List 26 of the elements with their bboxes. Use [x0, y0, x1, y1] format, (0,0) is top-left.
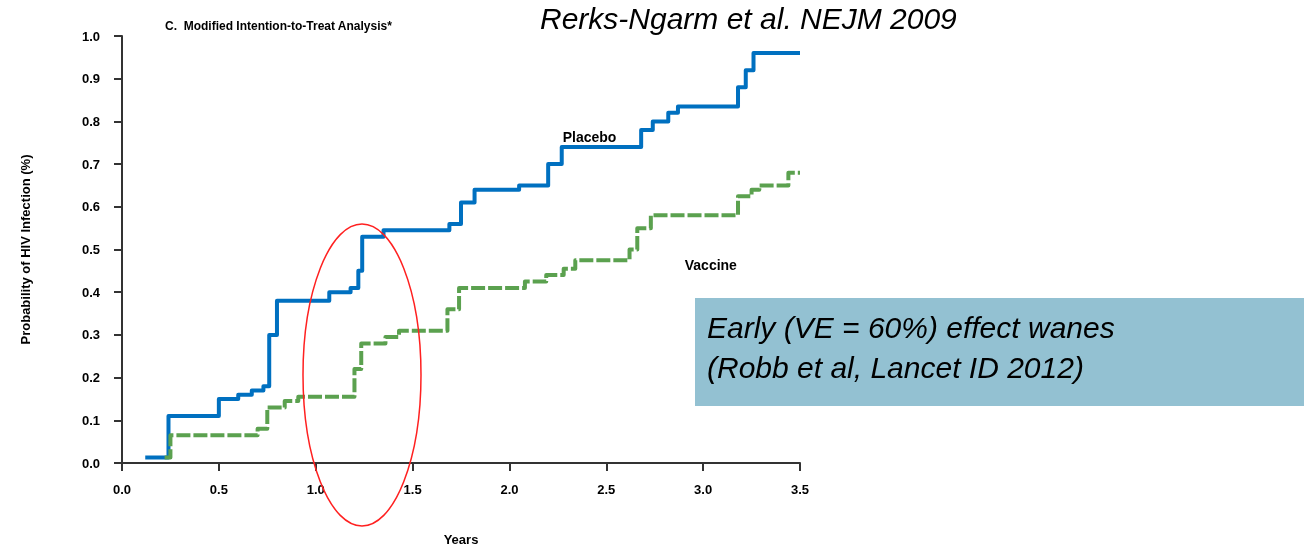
- x-tick-label: 1.0: [306, 482, 325, 497]
- y-tick-label: 0.6: [81, 199, 100, 215]
- series-label: Placebo: [562, 128, 617, 145]
- y-tick-label: 0.1: [81, 412, 100, 428]
- annotation: Early (VE = 60%) effect wanes (Robb et al, Lancet ID 2012): [706, 310, 1115, 386]
- y-tick-label: 0.4: [81, 284, 101, 300]
- y-tick-label: 0.0: [81, 455, 100, 471]
- y-tick-label: 0.3: [81, 327, 100, 343]
- x-tick-label: 3.5: [790, 482, 810, 497]
- text: Vaccine: [684, 257, 738, 274]
- x-tick-label: 0.5: [209, 482, 228, 497]
- y-tick-label: 0.2: [81, 370, 100, 386]
- x-tick-label: 3.0: [694, 482, 713, 497]
- x-tick-label: 2.0: [500, 482, 519, 497]
- y-tick-label: 0.5: [81, 242, 100, 257]
- text: Rerks-Ngarm et al. NEJM 2009: [540, 2, 957, 36]
- y-tick-label: 0.9: [81, 71, 100, 87]
- y-tick-label: 0.7: [81, 156, 100, 172]
- chart-title: C. Modified Intention-to-Treat Analysis*: [165, 19, 393, 33]
- x-tick-label: 1.5: [403, 482, 422, 497]
- x-tick-label: 0.0: [112, 482, 132, 497]
- x-tick-label: 2.5: [597, 482, 616, 497]
- y-axis-title: Probability of HIV Infection (%): [18, 154, 33, 345]
- x-axis-title: Years: [443, 532, 479, 547]
- y-tick-label: 0.8: [81, 113, 100, 129]
- y-tick-label: 1.0: [81, 28, 100, 44]
